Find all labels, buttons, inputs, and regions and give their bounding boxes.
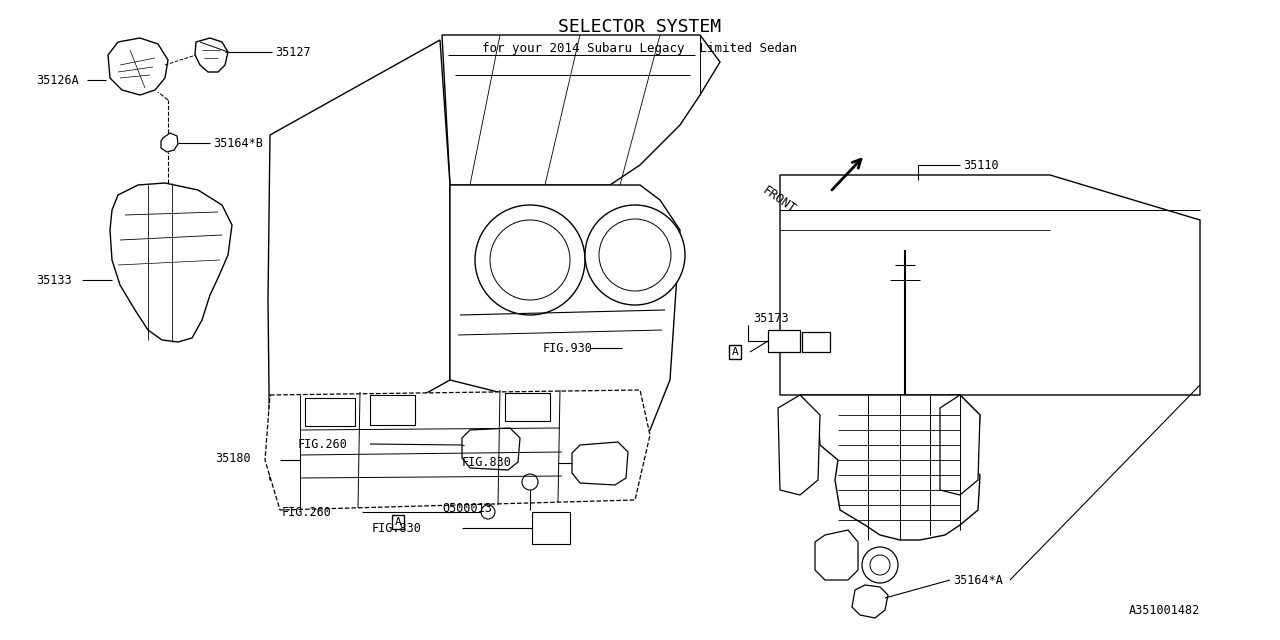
Polygon shape [451, 185, 680, 430]
Bar [803, 332, 829, 352]
Polygon shape [442, 35, 719, 185]
Circle shape [475, 205, 585, 315]
Polygon shape [940, 395, 980, 495]
Text: A: A [394, 517, 402, 527]
Circle shape [481, 505, 495, 519]
Text: for your 2014 Subaru Legacy  Limited Sedan: for your 2014 Subaru Legacy Limited Seda… [483, 42, 797, 55]
Text: 35127: 35127 [275, 45, 311, 58]
Bar [532, 512, 570, 544]
Text: FIG.830: FIG.830 [372, 522, 422, 534]
Text: Q500013: Q500013 [442, 502, 492, 515]
Circle shape [870, 555, 890, 575]
Text: FRONT: FRONT [760, 184, 799, 216]
Bar [370, 395, 415, 425]
Text: A351001482: A351001482 [1129, 604, 1201, 616]
Polygon shape [852, 585, 888, 618]
Polygon shape [815, 530, 858, 580]
Bar [305, 398, 355, 426]
Circle shape [861, 547, 899, 583]
Polygon shape [462, 428, 520, 470]
Text: 35180: 35180 [215, 451, 251, 465]
Polygon shape [780, 175, 1201, 395]
Bar [768, 330, 800, 352]
Polygon shape [268, 40, 451, 480]
Polygon shape [572, 442, 628, 485]
Polygon shape [800, 395, 980, 540]
Text: FIG.930: FIG.930 [543, 342, 593, 355]
Polygon shape [778, 395, 820, 495]
Text: A: A [732, 347, 739, 357]
Polygon shape [265, 390, 650, 510]
Bar [506, 393, 550, 421]
Circle shape [599, 219, 671, 291]
Text: FIG.830: FIG.830 [462, 456, 512, 468]
Circle shape [522, 474, 538, 490]
Text: 35173: 35173 [753, 312, 788, 324]
Text: FIG.260: FIG.260 [282, 506, 332, 518]
Text: 35133: 35133 [36, 273, 72, 287]
Text: 35164*B: 35164*B [212, 136, 262, 150]
Text: 35126A: 35126A [36, 74, 79, 86]
Circle shape [585, 205, 685, 305]
Text: 35110: 35110 [963, 159, 998, 172]
Text: FIG.260: FIG.260 [298, 438, 348, 451]
Text: 35164*A: 35164*A [954, 573, 1002, 586]
Text: SELECTOR SYSTEM: SELECTOR SYSTEM [558, 18, 722, 36]
Polygon shape [161, 133, 178, 152]
Circle shape [490, 220, 570, 300]
Polygon shape [108, 38, 168, 95]
Polygon shape [195, 38, 228, 72]
Polygon shape [110, 183, 232, 342]
